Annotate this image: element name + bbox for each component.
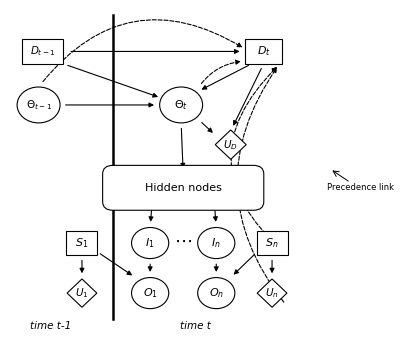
FancyArrowPatch shape <box>181 128 185 167</box>
Text: $O_1$: $O_1$ <box>143 286 158 300</box>
FancyArrowPatch shape <box>100 254 131 275</box>
FancyArrowPatch shape <box>231 68 282 251</box>
FancyArrowPatch shape <box>234 254 255 274</box>
FancyBboxPatch shape <box>257 231 287 255</box>
Text: $\Theta_{t-1}$: $\Theta_{t-1}$ <box>25 98 52 112</box>
FancyArrowPatch shape <box>71 49 238 53</box>
FancyArrowPatch shape <box>203 65 248 89</box>
FancyArrowPatch shape <box>214 264 218 271</box>
Text: $I_n$: $I_n$ <box>211 236 221 250</box>
FancyArrowPatch shape <box>270 260 274 272</box>
FancyArrowPatch shape <box>68 65 157 97</box>
FancyArrowPatch shape <box>213 207 217 221</box>
Text: $\Theta_t$: $\Theta_t$ <box>174 98 188 112</box>
Text: $O_n$: $O_n$ <box>209 286 224 300</box>
FancyArrowPatch shape <box>234 69 261 125</box>
FancyArrowPatch shape <box>80 260 84 272</box>
Text: $U_n$: $U_n$ <box>265 286 279 300</box>
Text: time t: time t <box>180 321 211 331</box>
Circle shape <box>131 228 169 259</box>
Circle shape <box>131 278 169 309</box>
Text: $U_1$: $U_1$ <box>75 286 89 300</box>
Text: $S_1$: $S_1$ <box>75 236 89 250</box>
Polygon shape <box>67 279 97 307</box>
Polygon shape <box>215 130 246 159</box>
Circle shape <box>160 87 203 123</box>
FancyBboxPatch shape <box>22 39 63 64</box>
FancyBboxPatch shape <box>245 39 282 64</box>
Polygon shape <box>257 279 287 307</box>
Text: $\cdots$: $\cdots$ <box>174 232 192 250</box>
FancyArrowPatch shape <box>149 207 153 221</box>
FancyArrowPatch shape <box>202 122 212 132</box>
FancyArrowPatch shape <box>148 264 152 271</box>
FancyArrowPatch shape <box>201 60 240 84</box>
Text: $D_t$: $D_t$ <box>257 45 271 58</box>
Text: $S_n$: $S_n$ <box>265 236 279 250</box>
FancyBboxPatch shape <box>67 231 97 255</box>
Text: Precedence link: Precedence link <box>327 183 394 192</box>
FancyBboxPatch shape <box>103 165 264 210</box>
Text: $D_{t-1}$: $D_{t-1}$ <box>30 45 56 58</box>
Text: $I_1$: $I_1$ <box>145 236 155 250</box>
Circle shape <box>198 228 235 259</box>
Circle shape <box>198 278 235 309</box>
Text: time t-1: time t-1 <box>30 321 72 331</box>
FancyArrowPatch shape <box>43 20 241 81</box>
FancyArrowPatch shape <box>66 103 153 107</box>
Text: $U_D$: $U_D$ <box>223 138 238 152</box>
Circle shape <box>17 87 60 123</box>
FancyArrowPatch shape <box>237 69 284 302</box>
Text: Hidden nodes: Hidden nodes <box>145 183 222 193</box>
